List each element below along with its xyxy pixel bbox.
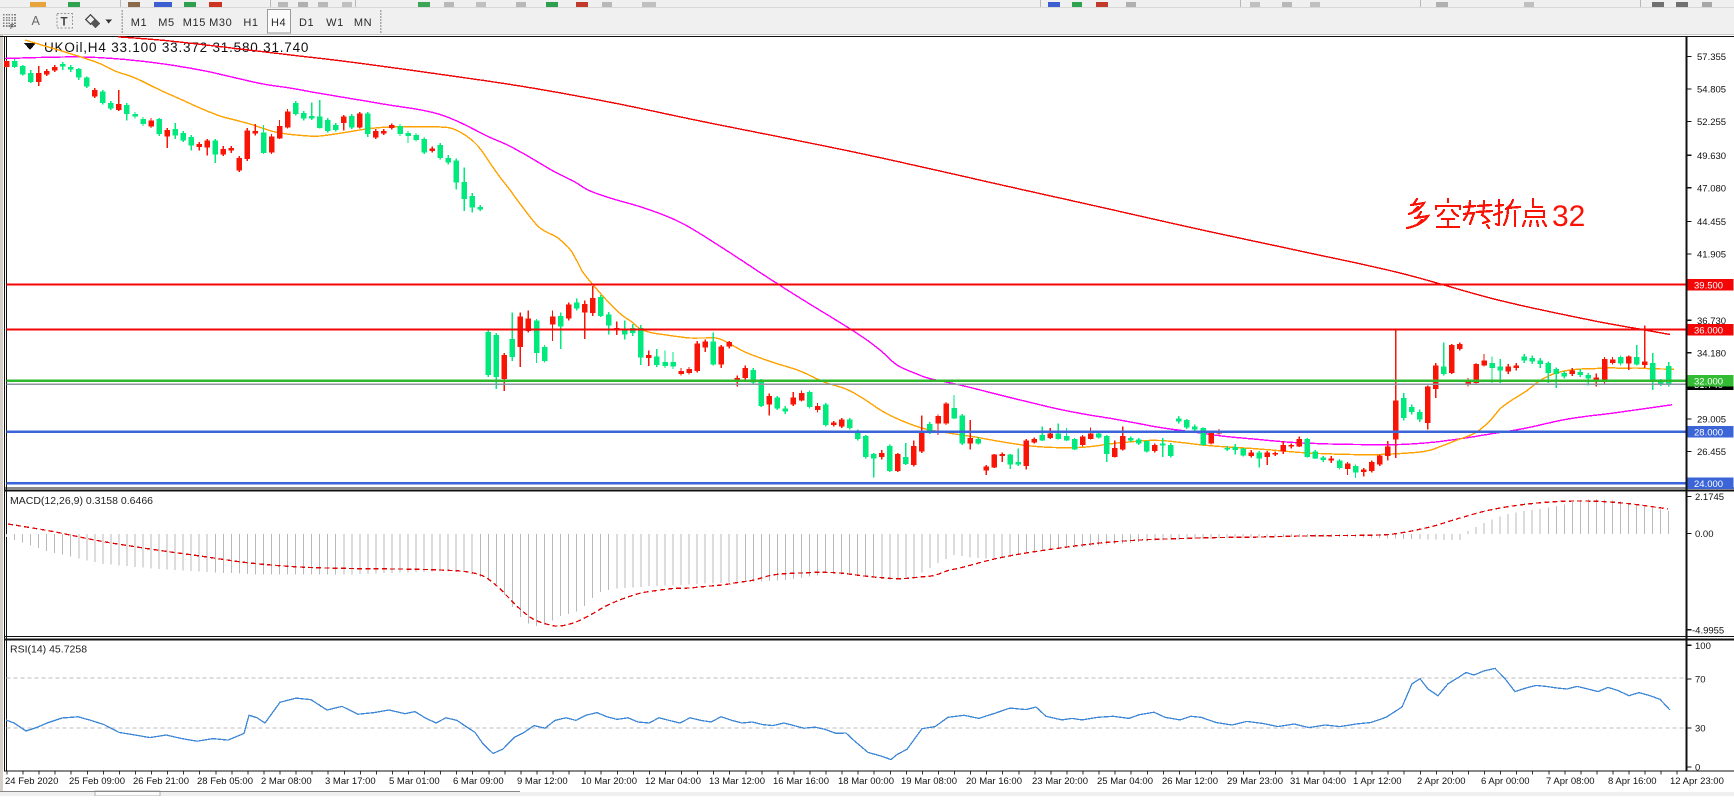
svg-text:47.080: 47.080 [1697,183,1726,194]
svg-text:19 Mar 08:00: 19 Mar 08:00 [901,776,957,787]
svg-text:8 Apr 16:00: 8 Apr 16:00 [1608,776,1657,787]
svg-text:12 Mar 04:00: 12 Mar 04:00 [645,776,701,787]
svg-text:M15: M15 [183,17,206,29]
svg-text:23 Mar 20:00: 23 Mar 20:00 [1032,776,1088,787]
svg-text:1 Apr 12:00: 1 Apr 12:00 [1353,776,1402,787]
svg-text:26.455: 26.455 [1697,447,1726,458]
svg-text:39.500: 39.500 [1694,280,1723,291]
svg-text:16 Mar 16:00: 16 Mar 16:00 [773,776,829,787]
svg-text:0.00: 0.00 [1695,529,1714,540]
svg-text:49.630: 49.630 [1697,151,1726,162]
svg-text:M5: M5 [158,17,174,29]
svg-text:MN: MN [354,17,372,29]
svg-text:70: 70 [1695,675,1706,686]
svg-text:3 Mar 17:00: 3 Mar 17:00 [325,776,376,787]
svg-text:29 Mar 23:00: 29 Mar 23:00 [1227,776,1283,787]
svg-text:UKOil,H4 33.100 33.372 31.580: UKOil,H4 33.100 33.372 31.580 31.740 [44,40,309,55]
svg-text:T: T [61,17,68,29]
svg-text:A: A [32,14,41,28]
svg-text:32: 32 [1552,200,1585,233]
svg-text:13 Mar 12:00: 13 Mar 12:00 [709,776,765,787]
svg-text:W1: W1 [326,17,344,29]
svg-text:18 Mar 00:00: 18 Mar 00:00 [838,776,894,787]
svg-text:H1: H1 [243,17,258,29]
svg-text:9 Mar 12:00: 9 Mar 12:00 [517,776,568,787]
svg-text:36.000: 36.000 [1694,325,1723,336]
svg-text:41.905: 41.905 [1697,250,1726,261]
svg-text:26 Mar 12:00: 26 Mar 12:00 [1162,776,1218,787]
svg-text:6 Mar 09:00: 6 Mar 09:00 [453,776,504,787]
svg-text:2 Mar 08:00: 2 Mar 08:00 [261,776,312,787]
svg-text:5 Mar 01:00: 5 Mar 01:00 [389,776,440,787]
svg-text:25 Mar 04:00: 25 Mar 04:00 [1097,776,1153,787]
svg-text:7 Apr 08:00: 7 Apr 08:00 [1546,776,1595,787]
svg-text:F: F [10,24,14,31]
svg-text:57.355: 57.355 [1697,52,1726,63]
svg-text:30: 30 [1695,724,1706,735]
svg-text:H4: H4 [271,17,286,29]
svg-text:28 Feb 05:00: 28 Feb 05:00 [197,776,253,787]
svg-text:MACD(12,26,9) 0.3158 0.6466: MACD(12,26,9) 0.3158 0.6466 [10,495,153,507]
svg-text:2.1745: 2.1745 [1695,492,1724,503]
svg-text:100: 100 [1695,641,1711,652]
svg-text:29.005: 29.005 [1697,415,1726,426]
svg-text:RSI(14) 45.7258: RSI(14) 45.7258 [10,644,87,656]
svg-text:26 Feb 21:00: 26 Feb 21:00 [133,776,189,787]
svg-text:28.000: 28.000 [1694,427,1723,438]
svg-text:31 Mar 04:00: 31 Mar 04:00 [1290,776,1346,787]
svg-text:M1: M1 [131,17,147,29]
svg-text:12 Apr 23:00: 12 Apr 23:00 [1670,776,1724,787]
svg-text:44.455: 44.455 [1697,217,1726,228]
svg-text:24 Feb 2020: 24 Feb 2020 [5,776,58,787]
svg-text:54.805: 54.805 [1697,85,1726,96]
svg-text:32.000: 32.000 [1694,376,1723,387]
svg-text:34.180: 34.180 [1697,348,1726,359]
svg-text:D1: D1 [299,17,314,29]
svg-text:6 Apr 00:00: 6 Apr 00:00 [1481,776,1530,787]
svg-text:24.000: 24.000 [1694,479,1723,490]
svg-text:-4.9955: -4.9955 [1692,625,1724,636]
svg-text:36.730: 36.730 [1697,316,1726,327]
svg-text:M30: M30 [209,17,232,29]
svg-text:25 Feb 09:00: 25 Feb 09:00 [69,776,125,787]
svg-text:20 Mar 16:00: 20 Mar 16:00 [966,776,1022,787]
svg-text:52.255: 52.255 [1697,117,1726,128]
svg-text:10 Mar 20:00: 10 Mar 20:00 [581,776,637,787]
svg-text:2 Apr 20:00: 2 Apr 20:00 [1417,776,1466,787]
svg-text:0: 0 [1695,763,1700,774]
